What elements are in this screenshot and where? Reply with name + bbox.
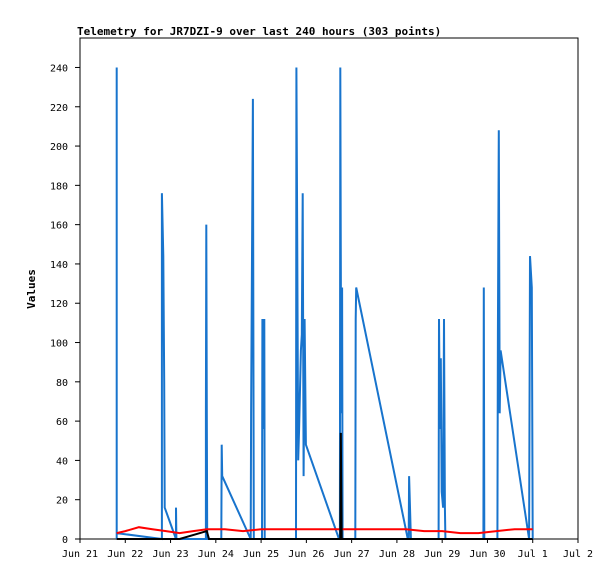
series-line-0	[115, 67, 534, 541]
y-tick-label: 180	[50, 181, 68, 192]
y-tick-label: 220	[50, 103, 68, 114]
y-tick-label: 0	[62, 535, 68, 546]
x-tick-label: Jun 26	[288, 549, 324, 560]
x-tick-label: Jun 29	[424, 549, 460, 560]
y-tick-label: 160	[50, 221, 68, 232]
y-tick-label: 140	[50, 260, 68, 271]
x-tick-label: Jul 1	[518, 549, 548, 560]
x-tick-label: Jul 2	[563, 549, 593, 560]
plot-frame	[79, 37, 579, 540]
y-axis: 0 20 40 60 80 100 120 140 160 180 200 220 240	[50, 63, 80, 546]
x-axis: Jun 21 Jun 22 Jun 23 Jun 24 Jun 25 Jun 26 Jun …	[62, 539, 593, 560]
x-tick-label: Jun 23	[152, 549, 188, 560]
x-tick-label: Jun 22	[107, 549, 143, 560]
y-tick-label: 80	[56, 378, 68, 389]
y-tick-label: 20	[56, 496, 68, 507]
y-tick-label: 240	[50, 63, 68, 74]
y-tick-label: 200	[50, 142, 68, 153]
x-tick-label: Jun 25	[243, 549, 279, 560]
x-tick-label: Jun 21	[62, 549, 98, 560]
x-tick-label: Jun 24	[198, 549, 234, 560]
x-tick-label: Jun 28	[379, 549, 415, 560]
y-tick-label: 120	[50, 299, 68, 310]
y-tick-label: 100	[50, 339, 68, 350]
y-tick-label: 60	[56, 417, 68, 428]
series-layer	[115, 67, 534, 541]
chart-title: Telemetry for JR7DZI-9 over last 240 hou…	[77, 25, 441, 38]
x-tick-label: Jun 27	[334, 549, 370, 560]
series-line-1	[116, 526, 533, 535]
series-line-2	[116, 432, 533, 540]
x-tick-label: Jun 30	[469, 549, 505, 560]
y-axis-label: Values	[25, 269, 38, 309]
y-tick-label: 40	[56, 456, 68, 467]
